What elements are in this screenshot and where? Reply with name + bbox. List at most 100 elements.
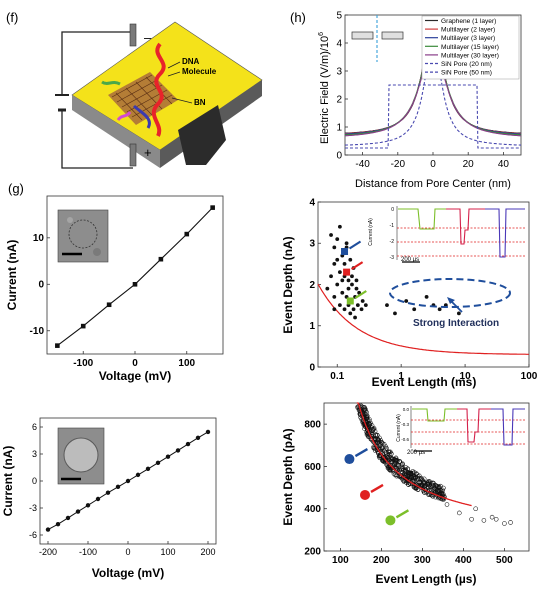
chart-g-bot-ylabel: Current (nA) bbox=[1, 446, 15, 517]
event-bottom-point bbox=[416, 477, 421, 482]
event-bottom-point bbox=[379, 440, 385, 445]
event-bottom-point bbox=[393, 457, 398, 463]
event-top-marker-arrow bbox=[348, 240, 362, 250]
event-bottom-point bbox=[393, 455, 399, 461]
event-bottom-point bbox=[425, 481, 431, 486]
event-top-point bbox=[346, 278, 351, 283]
iv-bottom-point bbox=[55, 522, 61, 527]
event-bottom-point bbox=[413, 485, 418, 491]
tem-texture-1 bbox=[67, 217, 73, 223]
chart-g-top-xlabel: Voltage (mV) bbox=[99, 369, 171, 383]
event-bottom-point bbox=[363, 408, 368, 414]
y-tick-label: 2 bbox=[309, 280, 315, 291]
x-tick-label: 0 bbox=[132, 358, 138, 369]
event-bottom-inset-ytick-1: -0.3 bbox=[401, 422, 409, 427]
event-top-point bbox=[424, 294, 429, 299]
event-bottom-point bbox=[441, 485, 446, 491]
event-top-inset-ytick-0: 0 bbox=[391, 207, 394, 213]
legend-entry: Multilayer (3 layer) bbox=[441, 35, 495, 42]
event-bottom-point bbox=[411, 474, 417, 480]
x-tick-label: 1 bbox=[398, 371, 404, 382]
event-bottom-point bbox=[372, 429, 378, 434]
y-tick-label: -10 bbox=[30, 326, 45, 337]
chart-h-ylabel: Electric Field (V/m)/106 bbox=[318, 32, 331, 144]
iv-bottom-point bbox=[145, 466, 151, 472]
event-top-point bbox=[393, 311, 397, 316]
event-top-point bbox=[437, 307, 442, 312]
dna-blue-strand bbox=[132, 104, 151, 129]
event-bottom-scalebar-label: 200 µs bbox=[407, 450, 425, 456]
iv-top-point bbox=[184, 231, 190, 237]
plus-sign: + bbox=[144, 145, 152, 160]
membrane-front bbox=[72, 95, 160, 168]
event-top-fit-curve bbox=[317, 283, 529, 355]
event-bottom-point bbox=[425, 482, 431, 487]
event-top-point bbox=[346, 286, 351, 291]
event-top-marker bbox=[346, 297, 354, 305]
chart-e1-ticks: 0.1 1 10 100 0 1 2 3 4 bbox=[309, 197, 537, 382]
event-top-point bbox=[335, 257, 340, 262]
x-tick-label: 100 bbox=[178, 358, 195, 369]
iv-bottom-point bbox=[85, 503, 91, 508]
chart-e2-xlabel: Event Length (µs) bbox=[376, 572, 477, 586]
pore-sketch-left bbox=[351, 31, 374, 40]
x-tick-label: -40 bbox=[355, 159, 370, 170]
membrane-pore-cut bbox=[178, 105, 226, 165]
chart-e2-ticks: 100 200 300 400 500 200 400 600 800 bbox=[304, 419, 513, 566]
x-tick-label: 20 bbox=[463, 159, 475, 170]
event-top-point bbox=[332, 261, 337, 266]
event-top-point bbox=[353, 315, 357, 320]
chart-h-ylabel-sup: 6 bbox=[318, 32, 325, 36]
iv-bottom-point bbox=[105, 490, 111, 495]
event-top-point bbox=[360, 299, 365, 303]
event-bottom-point bbox=[373, 432, 378, 437]
x-tick-label: 100 bbox=[332, 555, 349, 566]
event-top-point bbox=[340, 290, 345, 295]
event-bottom-point bbox=[400, 461, 405, 467]
y-tick-label: 0 bbox=[38, 280, 44, 291]
x-tick-label: 40 bbox=[498, 159, 510, 170]
event-top-inset-bg bbox=[377, 204, 525, 268]
y-tick-label: 2 bbox=[336, 94, 342, 105]
x-tick-label: 100 bbox=[521, 371, 538, 382]
event-top-trace-red bbox=[446, 208, 485, 245]
panel-label-g: (g) bbox=[8, 181, 24, 196]
y-tick-label: 0 bbox=[309, 362, 315, 373]
chart-e1-ylabel: Event Depth (nA) bbox=[281, 236, 295, 333]
event-bottom-point bbox=[425, 480, 430, 486]
chart-e2-series bbox=[344, 402, 513, 526]
x-tick-label: 300 bbox=[414, 555, 431, 566]
event-bottom-point bbox=[426, 479, 431, 484]
y-tick-label: 0 bbox=[336, 150, 342, 161]
event-bottom-point bbox=[385, 463, 390, 468]
dna-leader-line bbox=[167, 61, 181, 69]
iv-top-point bbox=[80, 323, 86, 329]
event-top-scalebar-label: 200 µs bbox=[401, 257, 419, 263]
legend-entry: Multilayer (30 layer) bbox=[441, 52, 499, 59]
event-top-point bbox=[351, 307, 356, 312]
minus-sign: – bbox=[144, 30, 152, 45]
iv-bottom-point bbox=[45, 527, 51, 532]
event-bottom-point bbox=[380, 458, 385, 463]
chart-event-bottom: 100 200 300 400 500 200 400 600 800 Current (nA)… bbox=[281, 402, 530, 586]
chart-h-ylabel-base: Electric Field (V/m)/10 bbox=[319, 36, 331, 144]
iv-bottom-point bbox=[135, 472, 141, 478]
event-bottom-point bbox=[502, 521, 507, 526]
iv-bottom-point bbox=[185, 441, 191, 447]
event-bottom-marker bbox=[360, 489, 370, 500]
strong-interaction-arrowhead bbox=[447, 297, 455, 304]
dna-molecule bbox=[151, 42, 166, 137]
molecule-leader-line bbox=[167, 71, 181, 77]
event-bottom-point bbox=[392, 472, 398, 478]
event-top-trace-blue bbox=[485, 208, 525, 258]
event-top-marker bbox=[341, 248, 349, 255]
y-tick-label: 200 bbox=[304, 546, 321, 557]
legend-entry: SiN Pore (20 nm) bbox=[441, 61, 492, 68]
chart-g-bot-xlabel: Voltage (mV) bbox=[92, 566, 164, 580]
event-top-inset-ytick-3: -3 bbox=[390, 255, 395, 261]
event-bottom-point bbox=[422, 484, 427, 489]
event-bottom-point bbox=[434, 486, 440, 491]
event-bottom-fit-curve bbox=[356, 402, 472, 507]
y-tick-label: -3 bbox=[29, 503, 37, 513]
